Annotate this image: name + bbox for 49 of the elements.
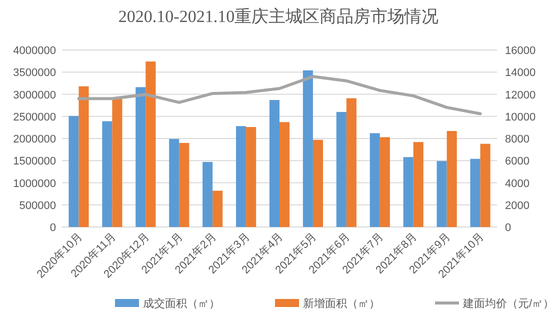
y2-tick-label: 6000 <box>505 156 530 168</box>
bar <box>380 137 390 227</box>
bar <box>470 158 480 227</box>
bar <box>202 162 213 227</box>
y2-tick-label: 4000 <box>505 178 530 190</box>
y2-tick-label: 14000 <box>505 67 536 80</box>
y-tick-label: 1500000 <box>13 156 56 168</box>
bar <box>480 144 490 227</box>
bar <box>102 121 112 227</box>
y-tick-label: 4000000 <box>13 45 56 57</box>
y-tick-label: 2500000 <box>13 111 56 124</box>
bar <box>312 140 323 227</box>
bar <box>370 133 380 227</box>
bar <box>236 126 246 227</box>
y2-tick-label: 16000 <box>505 45 536 57</box>
line-series <box>77 75 482 116</box>
legend-label: 建面均价（元/㎡） <box>462 297 554 310</box>
bar <box>269 100 280 227</box>
bar <box>146 62 156 227</box>
bar <box>179 142 190 227</box>
bar <box>336 112 346 227</box>
bar <box>169 138 180 227</box>
bar <box>413 142 424 227</box>
y-tick-label: 3500000 <box>13 67 56 80</box>
y2-tick-label: 0 <box>505 222 512 234</box>
y2-tick-label: 12000 <box>505 89 536 102</box>
bar <box>302 70 313 227</box>
y2-tick-label: 2000 <box>505 200 530 212</box>
bar <box>436 161 447 227</box>
bar <box>136 87 146 227</box>
bar <box>246 126 256 227</box>
y2-tick-label: 8000 <box>505 134 530 146</box>
bar <box>212 190 223 227</box>
bar <box>346 98 356 227</box>
y-tick-label: 500000 <box>19 200 56 212</box>
bar <box>78 86 89 227</box>
bar <box>112 98 122 227</box>
y-tick-label: 3000000 <box>13 89 56 102</box>
y-tick-label: 1000000 <box>13 178 56 190</box>
chart-title: 2020.10-2021.10重庆主城区商品房市场情况 <box>118 7 439 26</box>
bar <box>446 130 457 227</box>
legend-label: 新增面积（㎡） <box>303 297 380 310</box>
y2-tick-label: 10000 <box>505 111 536 124</box>
y-tick-label: 0 <box>50 222 56 234</box>
bar <box>68 116 79 227</box>
bar <box>403 157 414 227</box>
y-tick-label: 2000000 <box>13 134 56 146</box>
bar <box>280 122 290 227</box>
legend-label: 成交面积（㎡） <box>143 297 220 310</box>
